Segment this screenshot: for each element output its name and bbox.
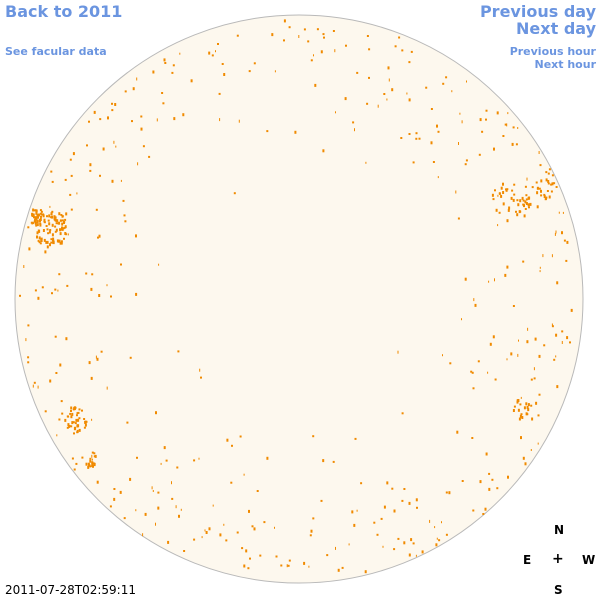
back-to-year-link[interactable]: Back to 2011 <box>5 2 123 21</box>
solar-disk <box>14 14 584 584</box>
previous-hour-link[interactable]: Previous hour <box>509 45 596 58</box>
compass-west-label: W <box>582 553 596 567</box>
observation-timestamp: 2011-07-28T02:59:11 <box>5 583 136 597</box>
magnetic-feature-markers <box>19 19 573 574</box>
compass-north-label: N <box>554 523 565 537</box>
compass-center-marker: + <box>552 551 564 567</box>
see-facular-data-link[interactable]: See facular data <box>5 45 107 58</box>
compass-south-label: S <box>554 583 563 597</box>
next-day-link[interactable]: Next day <box>516 19 596 38</box>
previous-day-link[interactable]: Previous day <box>479 2 596 21</box>
compass-east-label: E <box>523 553 532 567</box>
next-hour-link[interactable]: Next hour <box>534 58 597 71</box>
